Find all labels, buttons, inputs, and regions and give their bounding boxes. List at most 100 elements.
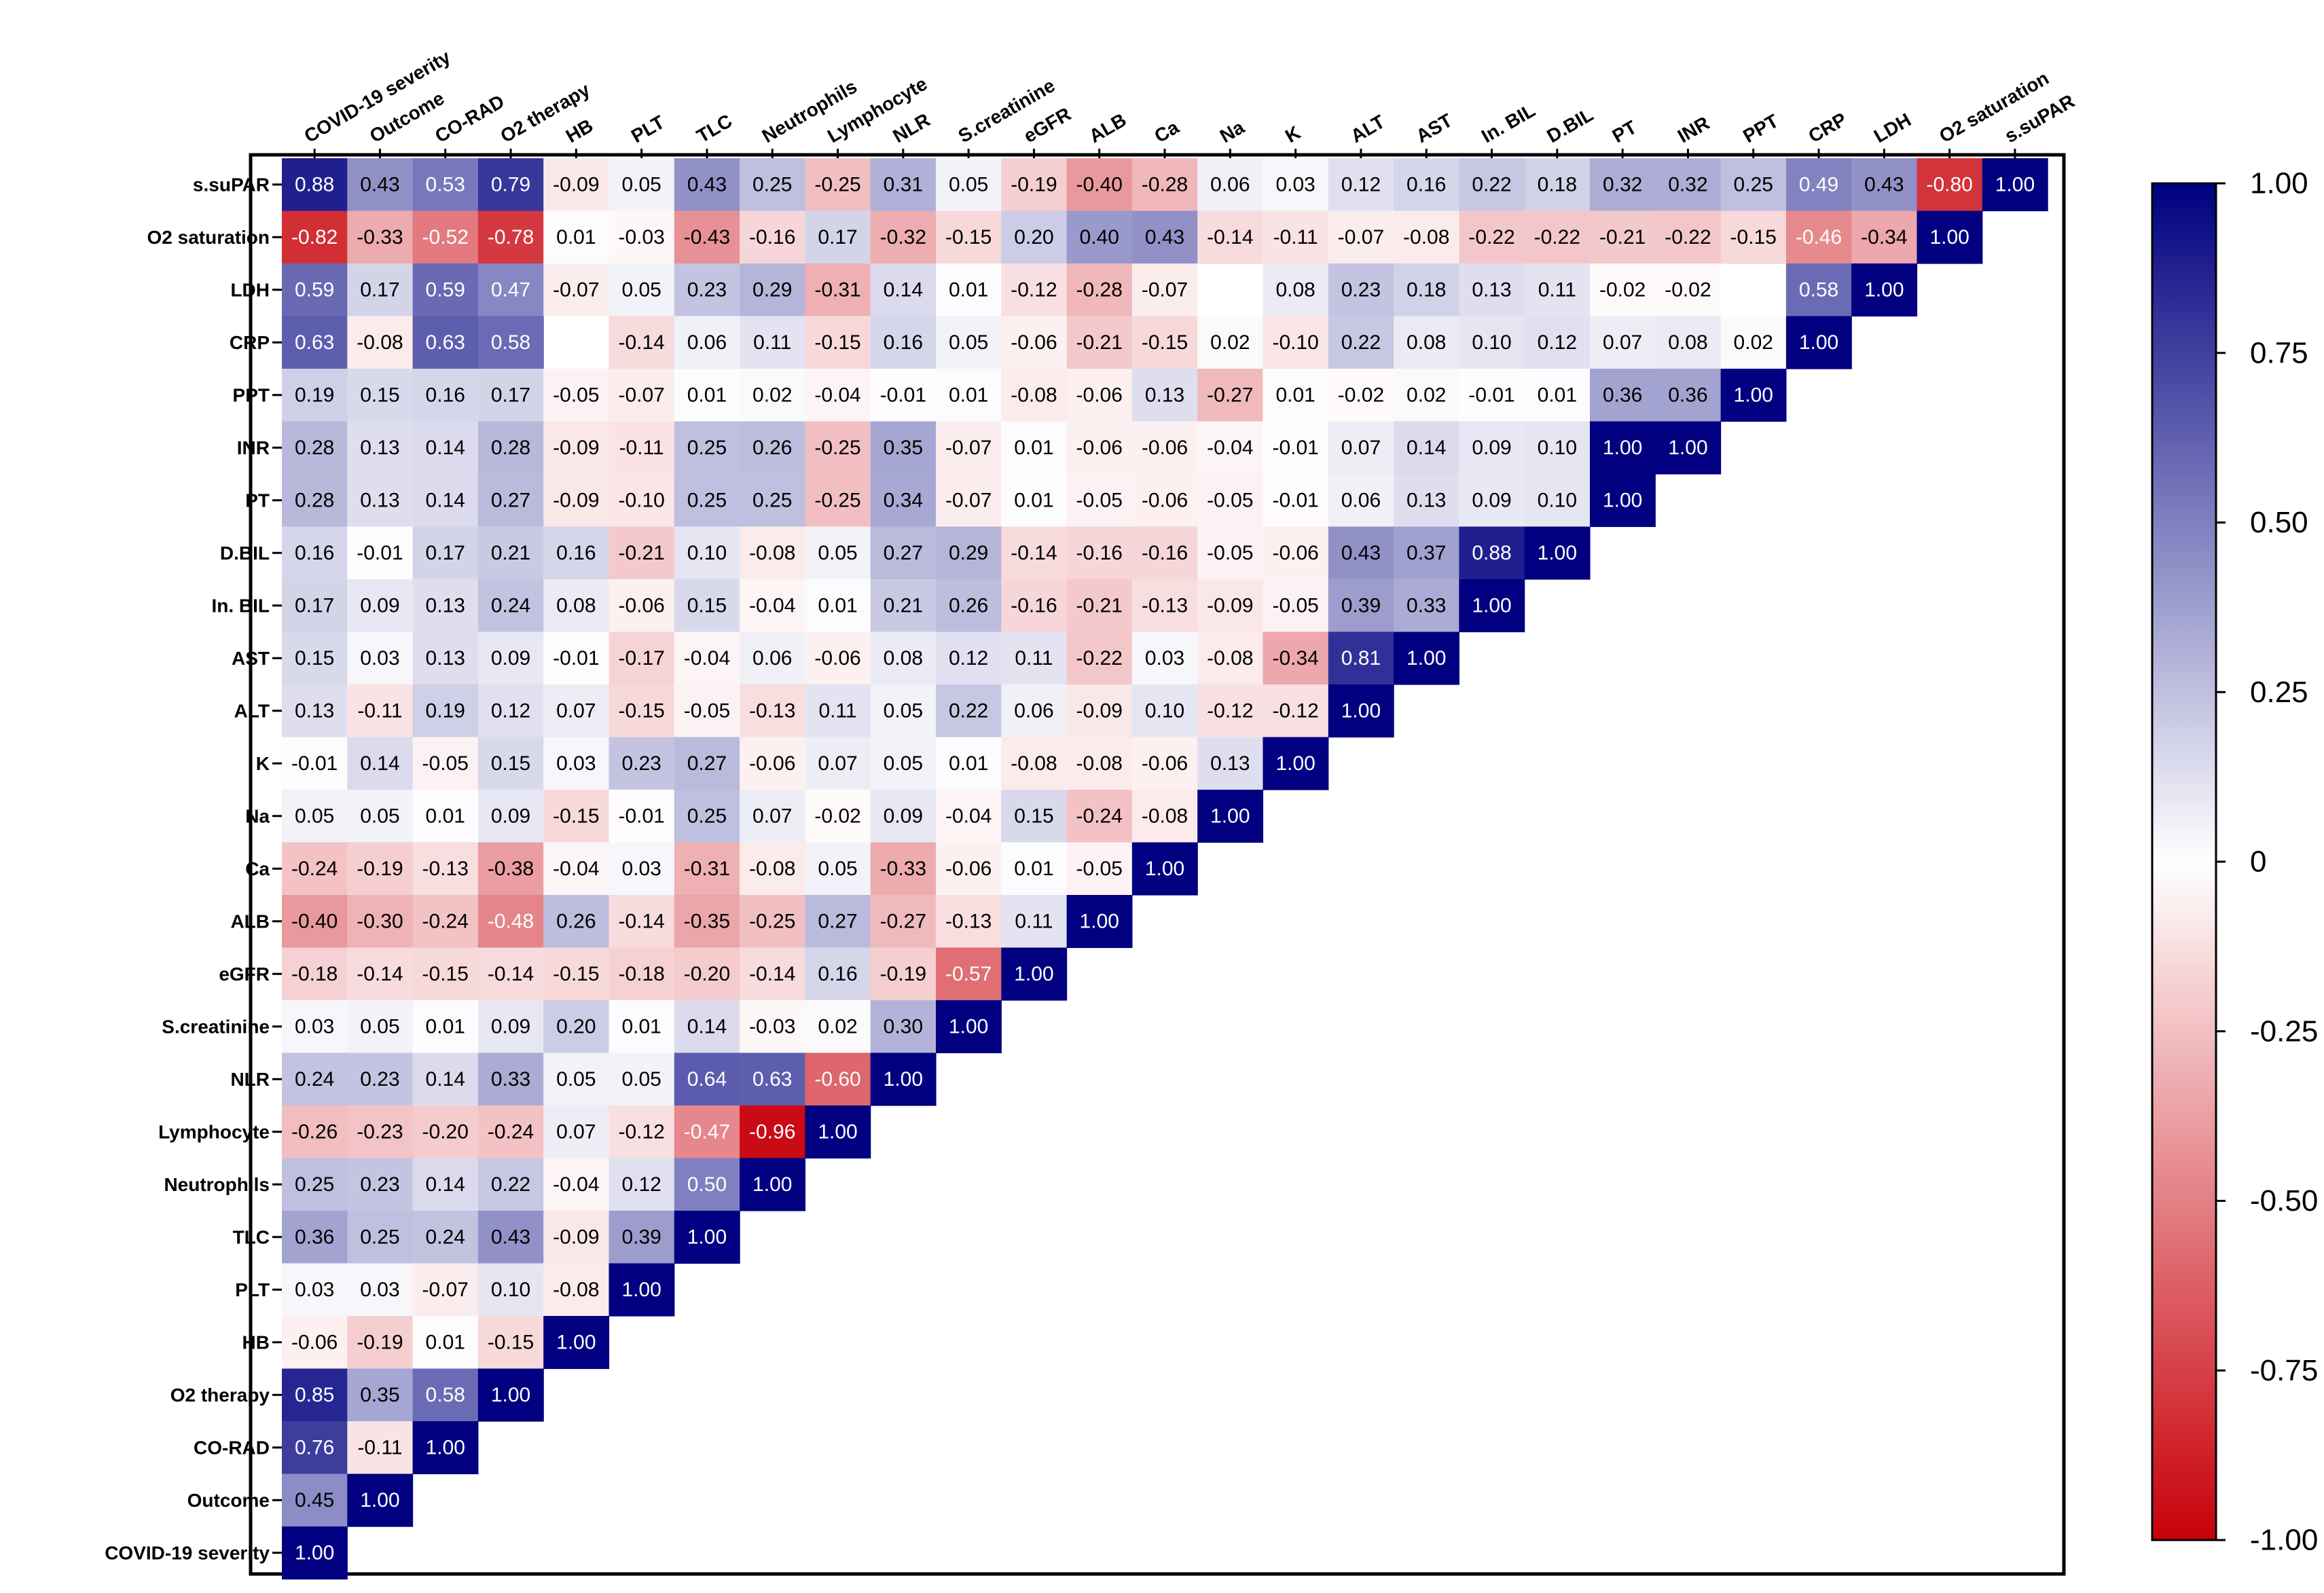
heatmap-cell	[477, 1211, 544, 1264]
heatmap-cell	[1131, 316, 1198, 369]
column-label-alt: ALT	[1347, 111, 1388, 147]
heatmap-cell	[1263, 421, 1329, 475]
cell-value-label: -0.07	[1338, 226, 1384, 249]
cell-value-label: -0.13	[1142, 594, 1188, 617]
heatmap-cell	[1131, 474, 1198, 528]
heatmap-cell	[1001, 631, 1068, 685]
heatmap-cell	[1066, 316, 1133, 369]
heatmap-cell	[1197, 210, 1264, 264]
cell-value-label: 0.12	[1538, 331, 1577, 354]
heatmap-cell	[1459, 474, 1525, 528]
cell-value-label: -0.57	[945, 963, 992, 985]
heatmap-cell	[1524, 158, 1591, 212]
heatmap-cell	[805, 421, 871, 475]
cell-value-label: -0.43	[684, 226, 730, 249]
row-label-s-supar: s.suPAR	[193, 174, 270, 195]
heatmap-cell	[282, 1158, 348, 1211]
heatmap-cell	[282, 526, 348, 580]
heatmap-cell	[1590, 369, 1656, 422]
heatmap-cell	[805, 684, 871, 738]
heatmap-cell	[477, 1368, 544, 1422]
colorbar-tick-label: -1.00	[2250, 1524, 2318, 1557]
cell-value-label: 0.15	[295, 647, 334, 670]
column-label-in-bil: In. BIL	[1478, 100, 1539, 147]
heatmap-cell	[1590, 210, 1656, 264]
heatmap-cell	[936, 316, 1002, 369]
heatmap-cell	[412, 842, 479, 896]
cell-value-label: 0.59	[295, 278, 334, 301]
cell-value-label: -0.04	[1207, 437, 1253, 459]
cell-value-label: 0.28	[491, 437, 530, 459]
heatmap-cell	[347, 210, 414, 264]
cell-value-label: 0.17	[360, 278, 399, 301]
heatmap-cell	[282, 421, 348, 475]
cell-value-label: 0.45	[295, 1489, 334, 1512]
cell-value-label: -0.01	[880, 384, 926, 406]
heatmap-cell	[1720, 316, 1787, 369]
cell-value-label: 0.03	[621, 858, 661, 880]
heatmap-cell	[674, 263, 740, 317]
cell-value-label: -0.04	[749, 594, 795, 617]
heatmap-cell	[1328, 579, 1394, 633]
cell-value-label: 0.01	[426, 1015, 465, 1038]
heatmap-cell	[477, 421, 544, 475]
heatmap-cell	[477, 684, 544, 738]
heatmap-cell	[1394, 210, 1459, 264]
cell-value-label: 0.06	[1210, 173, 1250, 196]
cell-value-label: 0.13	[360, 437, 399, 459]
heatmap-cell	[1720, 369, 1787, 422]
cell-value-label: 0.31	[884, 173, 923, 196]
heatmap-cell	[543, 631, 610, 685]
cell-value-label: -0.33	[357, 226, 403, 249]
cell-value-label: 1.00	[1145, 858, 1184, 880]
heatmap-cell	[1263, 369, 1329, 422]
heatmap-cell	[1066, 210, 1133, 264]
cell-value-label: 0.22	[949, 699, 988, 722]
heatmap-cell	[1197, 790, 1264, 843]
heatmap-cell	[1655, 316, 1722, 369]
heatmap-cell	[412, 1000, 479, 1054]
cell-value-label: -0.15	[422, 963, 469, 985]
cell-value-label: 0.17	[295, 594, 334, 617]
cell-value-label: 0.14	[884, 278, 923, 301]
cell-value-label: 1.00	[360, 1489, 399, 1512]
heatmap-cell	[609, 474, 675, 528]
cell-value-label: -0.15	[553, 963, 599, 985]
heatmap-cell	[347, 579, 414, 633]
heatmap-cell	[1001, 790, 1068, 843]
cell-value-label: 1.00	[1864, 278, 1904, 301]
cell-value-label: 1.00	[949, 1015, 988, 1038]
cell-value-label: -0.46	[1796, 226, 1842, 249]
cell-value-label: -0.22	[1665, 226, 1711, 249]
heatmap-cell	[609, 1052, 675, 1106]
heatmap-cell	[609, 1158, 675, 1211]
row-label-plt: PLT	[235, 1279, 270, 1300]
cell-value-label: 0.12	[491, 699, 530, 722]
heatmap-cell	[1066, 369, 1133, 422]
cell-value-label: -0.24	[422, 910, 469, 932]
heatmap-cell	[1001, 947, 1068, 1001]
heatmap-cell	[282, 158, 348, 212]
heatmap-cell	[1394, 158, 1459, 212]
cell-value-label: -0.82	[291, 226, 338, 249]
row-label-co-rad: CO-RAD	[194, 1437, 270, 1458]
cell-value-label: 0.13	[295, 699, 334, 722]
cell-value-label: -0.13	[422, 858, 469, 880]
heatmap-cell	[282, 474, 348, 528]
cell-value-label: 0.10	[1538, 489, 1577, 511]
cell-value-label: -0.08	[1076, 752, 1123, 775]
heatmap-cell	[1785, 158, 1852, 212]
heatmap-cell	[412, 1211, 479, 1264]
heatmap-cell	[347, 1421, 414, 1475]
heatmap-cell	[870, 579, 937, 633]
heatmap-cell	[1394, 579, 1459, 633]
cell-value-label: -0.19	[880, 963, 926, 985]
heatmap-cell	[477, 1158, 544, 1211]
cell-value-label: 1.00	[1734, 384, 1773, 406]
cell-value-label: -0.19	[357, 1331, 403, 1353]
cell-value-label: -0.01	[553, 647, 599, 670]
heatmap-cell	[412, 684, 479, 738]
cell-value-label: 0.15	[491, 752, 530, 775]
cell-value-label: 0.05	[884, 752, 923, 775]
cell-value-label: 0.24	[295, 1068, 334, 1091]
